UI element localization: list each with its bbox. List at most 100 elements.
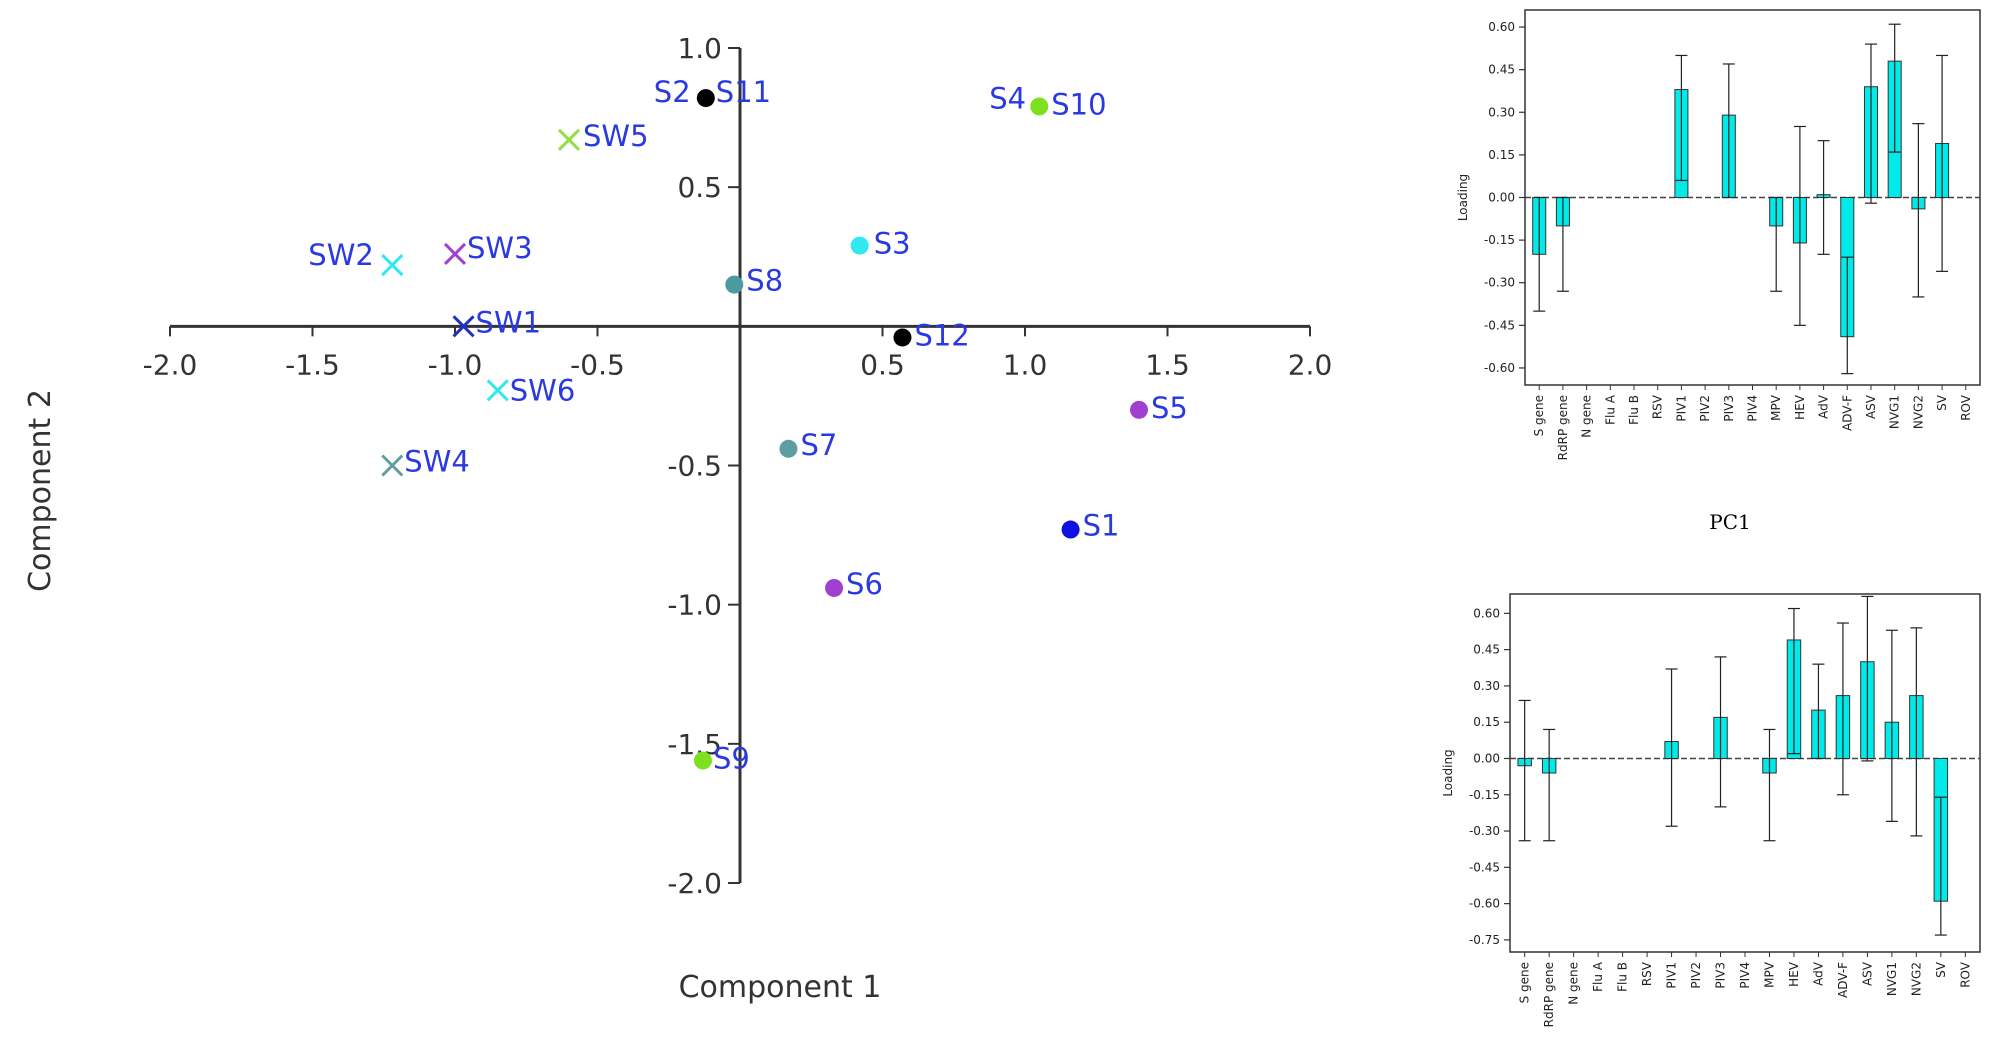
point-marker-s4 — [1030, 97, 1049, 116]
point-label-s11: S11 — [716, 75, 771, 109]
y-tick-label: -0.15 — [1469, 788, 1500, 802]
x-tick-label: SV — [1934, 961, 1948, 978]
x-tick-label: AdV — [1811, 961, 1825, 986]
y-tick-label: 0.15 — [1473, 715, 1500, 729]
y-tick-label: 0.00 — [1473, 751, 1500, 765]
point-marker-s12 — [893, 328, 912, 347]
point-label-s2: S2 — [654, 75, 691, 109]
y-tick-label: 0.60 — [1473, 606, 1500, 620]
x-tick-label: -1.0 — [428, 348, 483, 381]
y-tick-label: 0.60 — [1488, 20, 1515, 34]
point-marker-s2 — [696, 89, 715, 108]
point-label-s7: S7 — [800, 428, 837, 462]
point-marker-sw2 — [381, 254, 404, 277]
x-marker-stroke — [381, 254, 404, 277]
x-tick-label: NVG1 — [1885, 962, 1899, 996]
x-tick-label: RSV — [1651, 394, 1665, 419]
y-tick-label: -0.15 — [1484, 233, 1515, 247]
y-tick-label: 0.5 — [677, 171, 722, 204]
x-tick-label: ADV-F — [1840, 395, 1854, 431]
x-tick-label: MPV — [1762, 961, 1776, 988]
point-label-s8: S8 — [746, 264, 783, 298]
x-tick-label: PIV2 — [1698, 395, 1712, 422]
x-tick-label: Flu A — [1591, 961, 1605, 992]
y-tick-label: -0.30 — [1469, 824, 1500, 838]
point-marker-sw4 — [381, 454, 404, 477]
x-tick-label: PIV4 — [1746, 395, 1760, 422]
x-tick-label: RSV — [1640, 961, 1654, 986]
x-tick-label: ASV — [1860, 961, 1874, 986]
y-tick-label: -1.0 — [667, 589, 722, 622]
x-tick-label: ROV — [1959, 394, 1973, 421]
y-tick-label: -0.75 — [1469, 933, 1500, 947]
point-label-sw1: SW1 — [476, 305, 542, 339]
x-tick-label: PIV4 — [1738, 962, 1752, 989]
x-tick-label: N gene — [1580, 395, 1594, 438]
x-tick-label: 1.5 — [1145, 348, 1190, 381]
x-tick-label: S gene — [1532, 395, 1546, 436]
y-tick-label: 0.45 — [1488, 63, 1515, 77]
x-tick-label: N gene — [1567, 962, 1581, 1005]
plot-frame — [1509, 593, 1981, 953]
point-label-sw6: SW6 — [510, 373, 576, 407]
point-label-s4: S4 — [989, 81, 1026, 115]
x-marker-stroke — [381, 454, 404, 477]
x-tick-label: PIV3 — [1722, 395, 1736, 422]
x-tick-label: 0.5 — [860, 348, 905, 381]
y-tick-label: -0.60 — [1469, 897, 1500, 911]
x-tick-label: 1.0 — [1003, 348, 1048, 381]
point-marker-s3 — [850, 236, 869, 255]
y-tick-label: 1.0 — [677, 32, 722, 65]
pc2-loading-bar-chart: 0.60 0.45 0.30 0.15 0.00 -0.15 -0.30 -0.45 -0.60… — [1441, 593, 1981, 1027]
point-marker-s8 — [725, 275, 744, 294]
point-marker-sw1 — [452, 315, 475, 338]
x-marker-stroke — [443, 242, 467, 266]
point-label-sw2: SW2 — [308, 238, 374, 272]
y-tick-label: 0.30 — [1488, 105, 1515, 119]
y-tick-label: -0.45 — [1469, 860, 1500, 874]
y-tick-label: -0.5 — [667, 450, 722, 483]
point-marker-sw5 — [557, 128, 581, 151]
pca-scatter-plot: -2.0 -1.5 -1.0 -0.5 0.5 1.0 1.5 2.0 1.0 0.5 -0.5 -1… — [23, 32, 1332, 1005]
point-marker-sw3 — [443, 242, 467, 266]
point-marker-s9 — [693, 751, 712, 770]
x-tick-label: -0.5 — [570, 348, 625, 381]
point-label-sw5: SW5 — [583, 119, 649, 153]
point-label-s3: S3 — [874, 227, 911, 261]
x-tick-label: Flu B — [1627, 395, 1641, 425]
x-marker-stroke — [557, 128, 581, 151]
y-tick-label: 0.45 — [1473, 643, 1500, 657]
x-tick-label: NVG2 — [1909, 962, 1923, 996]
x-marker-stroke — [452, 315, 475, 338]
y-axis-title: Component 2 — [23, 389, 58, 592]
y-axis-title: Loading — [1456, 174, 1470, 221]
point-label-s5: S5 — [1151, 391, 1188, 425]
y-tick-label: -0.30 — [1484, 276, 1515, 290]
x-tick-label: HEV — [1787, 961, 1801, 987]
y-tick-label: 0.00 — [1488, 191, 1515, 205]
x-tick-label: RdRP gene — [1542, 962, 1556, 1027]
x-tick-label: AdV — [1817, 394, 1831, 419]
x-tick-label: Flu A — [1603, 394, 1617, 425]
x-tick-label: ADV-F — [1836, 962, 1850, 998]
point-label-s12: S12 — [914, 318, 969, 352]
y-tick-label: 0.30 — [1473, 679, 1500, 693]
point-marker-s1 — [1061, 520, 1080, 539]
x-marker-stroke — [486, 379, 509, 402]
x-tick-label: Flu B — [1616, 962, 1630, 992]
point-label-s10: S10 — [1051, 87, 1106, 121]
y-tick-label: -1.5 — [667, 728, 722, 761]
y-tick-label: -0.60 — [1484, 361, 1515, 375]
x-tick-label: HEV — [1793, 394, 1807, 420]
x-tick-label: NVG1 — [1888, 395, 1902, 429]
point-label-sw4: SW4 — [404, 445, 470, 479]
point-label-s6: S6 — [846, 567, 883, 601]
x-tick-label: NVG2 — [1911, 395, 1925, 429]
y-tick-label: -0.45 — [1484, 318, 1515, 332]
x-tick-label: -2.0 — [143, 348, 198, 381]
y-tick-label: 0.15 — [1488, 148, 1515, 162]
x-tick-label: MPV — [1769, 394, 1783, 421]
x-tick-label: ASV — [1864, 394, 1878, 419]
x-tick-label: PIV1 — [1674, 395, 1688, 422]
point-marker-s5 — [1130, 400, 1148, 419]
